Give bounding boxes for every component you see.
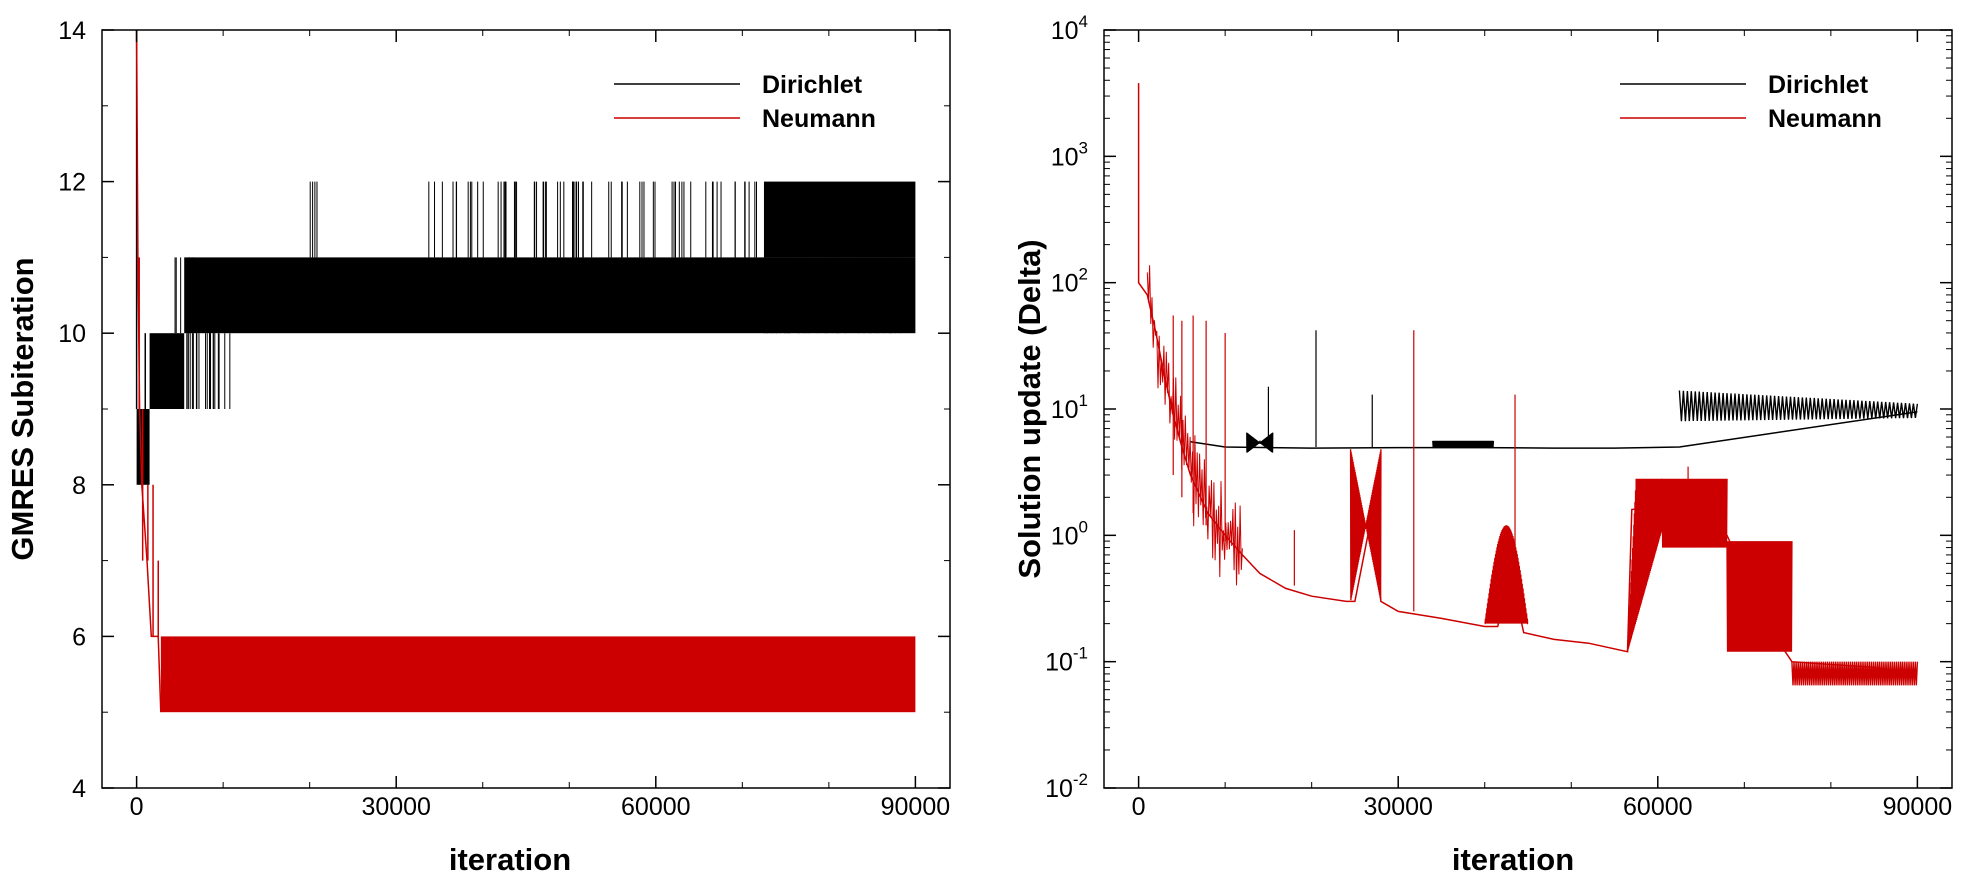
neumann-oscillation	[1484, 525, 1529, 625]
y-tick-label: 12	[58, 169, 86, 197]
right-plot-marks	[1137, 83, 1919, 686]
legend-label-dirichlet: Dirichlet	[1768, 71, 1869, 99]
dirichlet-band	[184, 257, 916, 334]
y-tick-label: 101	[1051, 391, 1088, 424]
neumann-line	[1137, 83, 1918, 675]
left-chart: 0 30000 60000 90000 4 6 8 10 12 14 Dirichlet Neum…	[5, 17, 951, 877]
y-tick-label: 4	[72, 775, 86, 803]
left-y-axis-label: GMRES Subiteration	[5, 257, 40, 560]
dirichlet-oscillation	[1678, 390, 1919, 422]
x-tick-label: 60000	[1623, 793, 1693, 821]
y-tick-label: 10-2	[1045, 770, 1088, 803]
y-tick-label: 6	[72, 623, 86, 651]
x-tick-label: 30000	[361, 793, 431, 821]
y-tick-label: 14	[58, 17, 86, 45]
left-plot-marks	[135, 29, 916, 713]
legend-label-neumann: Neumann	[762, 105, 876, 133]
neumann-band	[160, 636, 916, 713]
x-tick-label: 30000	[1363, 793, 1433, 821]
dirichlet-oscillation	[1432, 440, 1495, 449]
neumann-line	[135, 29, 162, 713]
x-tick-label: 90000	[1883, 793, 1953, 821]
x-tick-label: 0	[130, 793, 144, 821]
left-x-axis-label: iteration	[449, 842, 571, 877]
x-tick-label: 0	[1132, 793, 1146, 821]
neumann-oscillation	[1626, 478, 1663, 652]
right-axis-ticks: 0 30000 60000 90000 10-2 10-1 100 101 102 103 104	[1045, 12, 1952, 821]
dirichlet-band	[763, 181, 916, 258]
legend-label-neumann: Neumann	[1768, 105, 1882, 133]
y-tick-label: 100	[1051, 517, 1088, 550]
left-axis-ticks: 0 30000 60000 90000 4 6 8 10 12 14	[58, 17, 950, 821]
x-tick-label: 60000	[621, 793, 691, 821]
neumann-oscillation	[1791, 661, 1919, 686]
neumann-oscillation	[1726, 541, 1793, 652]
left-legend: Dirichlet Neumann	[614, 71, 876, 133]
x-tick-label: 90000	[881, 793, 951, 821]
right-x-axis-label: iteration	[1452, 842, 1574, 877]
dirichlet-line	[1190, 411, 1918, 449]
neumann-oscillation	[1349, 449, 1382, 601]
y-tick-label: 8	[72, 472, 86, 500]
right-chart: 0 30000 60000 9000010-210-1100101102103104 …	[1012, 12, 1953, 877]
neumann-noise	[1146, 265, 1243, 586]
legend-label-dirichlet: Dirichlet	[762, 71, 863, 99]
right-y-axis-label: Solution update (Delta)	[1012, 239, 1047, 578]
y-tick-label: 102	[1051, 265, 1088, 298]
y-tick-label: 103	[1051, 138, 1088, 171]
right-legend: Dirichlet Neumann	[1620, 71, 1882, 133]
y-tick-label: 10-1	[1045, 644, 1088, 677]
y-tick-label: 10	[58, 320, 86, 348]
dirichlet-band	[149, 333, 185, 409]
y-tick-label: 104	[1051, 12, 1088, 45]
neumann-oscillation	[1661, 478, 1728, 548]
